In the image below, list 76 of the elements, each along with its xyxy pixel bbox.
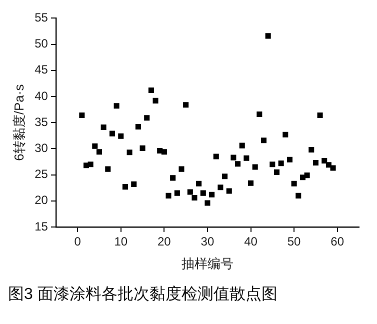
point [178, 166, 184, 172]
point [88, 162, 94, 168]
point [200, 190, 206, 196]
point [109, 130, 115, 136]
point [204, 200, 210, 206]
y-axis-title: 6转黏度/Pa·s [11, 84, 26, 161]
point [96, 149, 102, 155]
y-tick-label: 25 [34, 167, 48, 182]
x-tick-label: 30 [200, 234, 214, 249]
x-tick-label: 0 [74, 234, 82, 249]
point [256, 111, 262, 118]
point [278, 160, 284, 166]
y-tick-label: 55 [34, 10, 48, 25]
point [114, 103, 120, 109]
point [79, 112, 85, 118]
y-tick-label: 35 [34, 114, 48, 129]
point [187, 189, 193, 195]
point [209, 192, 215, 198]
point [326, 162, 332, 168]
x-tick-label: 60 [330, 234, 344, 249]
point [152, 98, 158, 104]
point [118, 133, 124, 139]
x-tick-label: 20 [158, 234, 172, 249]
x-tick-label: 10 [114, 234, 128, 249]
point [244, 155, 250, 161]
point [105, 166, 111, 172]
x-tick-label: 50 [287, 234, 302, 249]
caption: 图3 面漆涂料各批次黏度检测值散点图 [8, 284, 278, 305]
point [286, 156, 292, 162]
point [161, 149, 167, 155]
point [183, 102, 189, 108]
point [252, 164, 258, 170]
point [213, 154, 219, 160]
point [235, 161, 241, 167]
point [218, 184, 224, 190]
point [140, 145, 146, 151]
point [170, 175, 176, 181]
point [144, 115, 150, 121]
point [226, 188, 232, 194]
y-tick-label: 30 [34, 141, 48, 156]
point [135, 124, 141, 130]
point [196, 180, 202, 186]
x-tick-label: 40 [244, 234, 258, 249]
point [239, 142, 245, 148]
point [126, 150, 132, 156]
point [230, 154, 236, 160]
point [274, 169, 280, 175]
x-axis-title: 抽样编号 [181, 256, 234, 271]
point [308, 146, 314, 153]
point [222, 174, 228, 180]
point [100, 124, 106, 130]
y-tick-label: 50 [34, 36, 48, 51]
point [248, 180, 254, 186]
point [291, 180, 297, 186]
point [192, 195, 198, 201]
point [304, 172, 310, 178]
point [174, 190, 180, 196]
y-tick-label: 20 [34, 193, 48, 208]
y-tick-label: 45 [34, 62, 48, 77]
point [131, 181, 137, 187]
point [166, 192, 172, 198]
point [330, 165, 336, 171]
point [282, 132, 288, 138]
point [260, 138, 267, 144]
point [122, 184, 128, 190]
point [265, 33, 271, 39]
y-tick-label: 40 [34, 88, 48, 103]
point [148, 87, 154, 93]
point [296, 192, 302, 198]
point [300, 174, 306, 180]
point [92, 143, 98, 149]
point [312, 160, 318, 166]
y-tick-label: 15 [34, 219, 48, 234]
point [317, 112, 323, 118]
point [322, 158, 328, 164]
point [270, 162, 276, 168]
